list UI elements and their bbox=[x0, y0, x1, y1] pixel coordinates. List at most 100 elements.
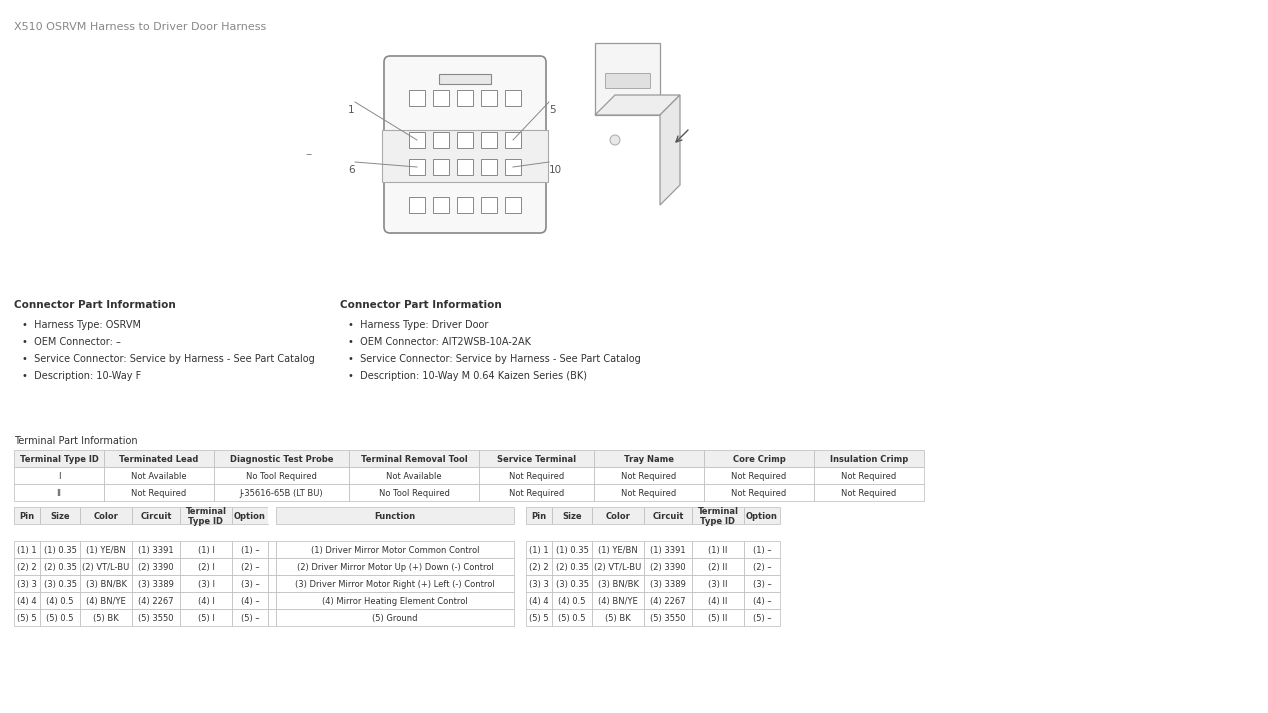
Bar bbox=[132, 592, 180, 609]
Bar bbox=[692, 592, 744, 609]
Bar bbox=[644, 592, 692, 609]
Text: Pin: Pin bbox=[531, 512, 547, 521]
Text: Tray Name: Tray Name bbox=[624, 455, 675, 464]
Bar bbox=[80, 558, 132, 575]
Bar bbox=[382, 130, 548, 182]
Text: (4) I: (4) I bbox=[198, 597, 214, 606]
Text: •  Harness Type: Driver Door: • Harness Type: Driver Door bbox=[347, 320, 488, 330]
Text: (1) YE/BN: (1) YE/BN bbox=[598, 546, 638, 555]
Text: (3) 3: (3) 3 bbox=[16, 580, 37, 589]
Bar bbox=[644, 558, 692, 575]
Text: Terminated Lead: Terminated Lead bbox=[119, 455, 199, 464]
Bar bbox=[14, 541, 41, 558]
Bar bbox=[644, 541, 692, 558]
Bar bbox=[14, 484, 104, 501]
Text: II: II bbox=[57, 489, 62, 498]
Text: •  Description: 10-Way F: • Description: 10-Way F bbox=[22, 371, 141, 381]
Bar bbox=[432, 90, 449, 106]
Text: •  Harness Type: OSRVM: • Harness Type: OSRVM bbox=[22, 320, 141, 330]
Bar bbox=[692, 507, 744, 524]
Text: (3) 3389: (3) 3389 bbox=[138, 580, 174, 589]
Bar bbox=[479, 484, 593, 501]
Bar bbox=[505, 90, 521, 106]
Text: Not Required: Not Required bbox=[508, 489, 564, 498]
FancyBboxPatch shape bbox=[595, 43, 661, 115]
Text: (4) –: (4) – bbox=[753, 597, 771, 606]
Circle shape bbox=[610, 135, 620, 145]
Bar bbox=[744, 609, 780, 626]
Text: Not Required: Not Required bbox=[132, 489, 186, 498]
Bar bbox=[592, 609, 644, 626]
Bar bbox=[744, 592, 780, 609]
Bar bbox=[744, 541, 780, 558]
Text: (1) II: (1) II bbox=[709, 546, 728, 555]
Bar bbox=[104, 467, 214, 484]
Text: –: – bbox=[306, 148, 311, 161]
Bar bbox=[41, 592, 80, 609]
Bar bbox=[276, 609, 514, 626]
Bar bbox=[132, 507, 180, 524]
Text: (1) 1: (1) 1 bbox=[529, 546, 549, 555]
Text: (3) I: (3) I bbox=[198, 580, 214, 589]
Bar bbox=[180, 541, 232, 558]
Text: (5) BK: (5) BK bbox=[93, 614, 119, 623]
Text: (2) 0.35: (2) 0.35 bbox=[555, 563, 588, 572]
Bar bbox=[268, 609, 276, 626]
Bar bbox=[410, 197, 425, 213]
Bar bbox=[704, 467, 814, 484]
Text: Not Required: Not Required bbox=[732, 489, 786, 498]
Bar bbox=[744, 507, 780, 524]
Bar bbox=[814, 467, 924, 484]
Polygon shape bbox=[661, 95, 680, 205]
Text: (1) 3391: (1) 3391 bbox=[138, 546, 174, 555]
Bar bbox=[505, 132, 521, 148]
Text: Not Required: Not Required bbox=[732, 472, 786, 481]
Bar bbox=[704, 484, 814, 501]
Text: No Tool Required: No Tool Required bbox=[246, 472, 317, 481]
Bar bbox=[592, 541, 644, 558]
Bar bbox=[593, 467, 704, 484]
Text: (5) 0.5: (5) 0.5 bbox=[46, 614, 74, 623]
Text: Terminal Removal Tool: Terminal Removal Tool bbox=[360, 455, 468, 464]
Bar bbox=[814, 450, 924, 467]
Bar bbox=[14, 592, 41, 609]
Text: (1) –: (1) – bbox=[753, 546, 771, 555]
Bar bbox=[349, 484, 479, 501]
Text: (3) 3389: (3) 3389 bbox=[650, 580, 686, 589]
Bar bbox=[180, 507, 232, 524]
Bar bbox=[349, 450, 479, 467]
Bar bbox=[692, 541, 744, 558]
Text: (4) Mirror Heating Element Control: (4) Mirror Heating Element Control bbox=[322, 597, 468, 606]
Bar bbox=[432, 159, 449, 175]
Text: (3) BN/BK: (3) BN/BK bbox=[597, 580, 639, 589]
Bar bbox=[268, 507, 276, 524]
Text: (4) 2267: (4) 2267 bbox=[138, 597, 174, 606]
Text: (2) Driver Mirror Motor Up (+) Down (-) Control: (2) Driver Mirror Motor Up (+) Down (-) … bbox=[297, 563, 493, 572]
Text: Size: Size bbox=[562, 512, 582, 521]
Bar bbox=[526, 575, 552, 592]
Bar bbox=[132, 558, 180, 575]
Text: (1) –: (1) – bbox=[241, 546, 260, 555]
Bar bbox=[456, 90, 473, 106]
Text: (5) –: (5) – bbox=[753, 614, 771, 623]
Bar bbox=[814, 484, 924, 501]
Text: (3) 3: (3) 3 bbox=[529, 580, 549, 589]
Bar bbox=[14, 450, 104, 467]
Bar bbox=[644, 609, 692, 626]
Bar bbox=[592, 575, 644, 592]
Text: Color: Color bbox=[94, 512, 118, 521]
Bar bbox=[692, 575, 744, 592]
Polygon shape bbox=[595, 95, 680, 115]
Text: (2) II: (2) II bbox=[709, 563, 728, 572]
Text: Insulation Crimp: Insulation Crimp bbox=[829, 455, 908, 464]
Bar bbox=[410, 90, 425, 106]
Text: X510 OSRVM Harness to Driver Door Harness: X510 OSRVM Harness to Driver Door Harnes… bbox=[14, 22, 266, 32]
Text: (5) II: (5) II bbox=[709, 614, 728, 623]
Text: Size: Size bbox=[51, 512, 70, 521]
Text: (1) Driver Mirror Motor Common Control: (1) Driver Mirror Motor Common Control bbox=[311, 546, 479, 555]
Text: Not Available: Not Available bbox=[131, 472, 186, 481]
Bar bbox=[592, 507, 644, 524]
Bar bbox=[526, 609, 552, 626]
Bar bbox=[232, 558, 268, 575]
Text: (3) BN/BK: (3) BN/BK bbox=[85, 580, 127, 589]
